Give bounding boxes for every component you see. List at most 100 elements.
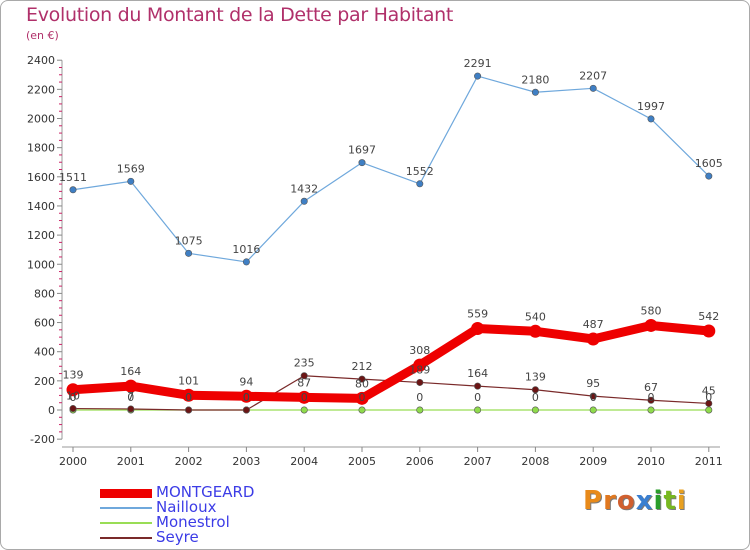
data-point-monestrol (358, 406, 366, 414)
data-point-montgeard (239, 389, 253, 403)
legend-label-montgeard: MONTGEARD (156, 483, 255, 501)
x-tick-label: 2009 (579, 455, 607, 468)
data-label-monestrol: 0 (590, 391, 597, 404)
logo-letter: i (676, 486, 687, 516)
data-label-seyre: 189 (409, 363, 430, 376)
data-label-montgeard: 487 (583, 318, 604, 331)
data-label-seyre: 0 (243, 391, 250, 404)
data-label-seyre: 139 (525, 371, 546, 384)
data-label-seyre: 95 (586, 377, 600, 390)
proxiti-logo: Proxiti (583, 486, 687, 516)
data-point-nailloux (416, 180, 424, 188)
data-point-nailloux (185, 249, 193, 257)
data-point-nailloux (127, 177, 135, 185)
data-point-seyre (242, 406, 250, 414)
data-point-nailloux (300, 197, 308, 205)
data-label-nailloux: 1075 (175, 234, 203, 247)
data-point-montgeard (586, 332, 600, 346)
data-label-montgeard: 540 (525, 310, 546, 323)
data-label-montgeard: 580 (641, 304, 662, 317)
x-tick-label: 2010 (637, 455, 665, 468)
y-tick-label: 2000 (27, 113, 55, 126)
data-point-monestrol (416, 406, 424, 414)
data-label-montgeard: 559 (467, 308, 488, 321)
data-point-seyre (358, 375, 366, 383)
data-point-monestrol (474, 406, 482, 414)
x-tick-label: 2001 (117, 455, 145, 468)
data-label-nailloux: 1605 (695, 157, 723, 170)
x-tick-label: 2000 (59, 455, 87, 468)
data-label-seyre: 45 (702, 384, 716, 397)
data-point-montgeard (702, 324, 716, 338)
data-point-seyre (589, 392, 597, 400)
data-point-montgeard (355, 391, 369, 405)
data-point-montgeard (528, 324, 542, 338)
data-label-monestrol: 0 (532, 391, 539, 404)
data-label-monestrol: 0 (416, 391, 423, 404)
y-tick-label: 1000 (27, 258, 55, 271)
legend-swatch-seyre (100, 537, 152, 539)
logo-letter: r (603, 486, 617, 516)
data-label-seyre: 235 (294, 357, 315, 370)
data-label-montgeard: 87 (297, 376, 311, 389)
data-label-montgeard: 542 (698, 310, 719, 323)
data-label-nailloux: 2207 (579, 69, 607, 82)
y-tick-label: 400 (34, 346, 55, 359)
data-point-seyre (474, 382, 482, 390)
y-tick-label: 1800 (27, 142, 55, 155)
data-point-nailloux (242, 258, 250, 266)
data-point-seyre (127, 405, 135, 413)
data-label-nailloux: 1511 (59, 171, 87, 184)
data-label-monestrol: 0 (243, 391, 250, 404)
data-label-montgeard: 139 (63, 369, 84, 382)
legend-swatch-nailloux (100, 507, 152, 509)
x-tick-label: 2006 (406, 455, 434, 468)
legend-label-nailloux: Nailloux (156, 498, 217, 516)
y-tick-label: 2200 (27, 83, 55, 96)
data-point-montgeard (297, 390, 311, 404)
data-point-nailloux (705, 172, 713, 180)
data-label-montgeard: 101 (178, 374, 199, 387)
data-point-seyre (300, 372, 308, 380)
data-point-monestrol (300, 406, 308, 414)
y-tick-label: 1600 (27, 171, 55, 184)
y-tick-label: 600 (34, 317, 55, 330)
data-point-nailloux (69, 186, 77, 194)
logo-letter: t (663, 486, 677, 516)
x-tick-label: 2005 (348, 455, 376, 468)
data-label-montgeard: 308 (409, 344, 430, 357)
data-label-seyre: 212 (352, 360, 373, 373)
y-tick-label: 800 (34, 287, 55, 300)
legend-swatch-monestrol (100, 522, 152, 524)
data-label-nailloux: 1697 (348, 144, 376, 157)
data-point-monestrol (589, 406, 597, 414)
data-label-seyre: 10 (66, 390, 80, 403)
data-label-nailloux: 1552 (406, 165, 434, 178)
data-point-monestrol (647, 406, 655, 414)
series-line-nailloux (72, 75, 710, 263)
data-label-nailloux: 2180 (521, 73, 549, 86)
x-tick-label: 2011 (695, 455, 723, 468)
series-line-montgeard (68, 320, 714, 403)
data-point-seyre (416, 378, 424, 386)
x-tick-label: 2004 (290, 455, 318, 468)
x-tick-label: 2007 (464, 455, 492, 468)
data-label-seyre: 7 (127, 390, 134, 403)
data-label-monestrol: 0 (70, 391, 77, 404)
chart-subtitle: (en €) (26, 29, 59, 42)
data-point-montgeard (66, 383, 80, 397)
legend-label-monestrol: Monestrol (156, 513, 230, 531)
y-tick-label: -200 (30, 433, 55, 446)
data-label-nailloux: 1432 (290, 182, 318, 195)
y-tick-label: 200 (34, 375, 55, 388)
data-point-nailloux (531, 88, 539, 96)
data-point-montgeard (471, 322, 485, 336)
data-label-seyre: 67 (644, 381, 658, 394)
data-point-seyre (647, 396, 655, 404)
data-label-monestrol: 0 (185, 391, 192, 404)
data-label-monestrol: 0 (705, 391, 712, 404)
x-tick-label: 2002 (175, 455, 203, 468)
logo-letter: x (635, 486, 654, 516)
logo-letter: P (583, 486, 604, 516)
